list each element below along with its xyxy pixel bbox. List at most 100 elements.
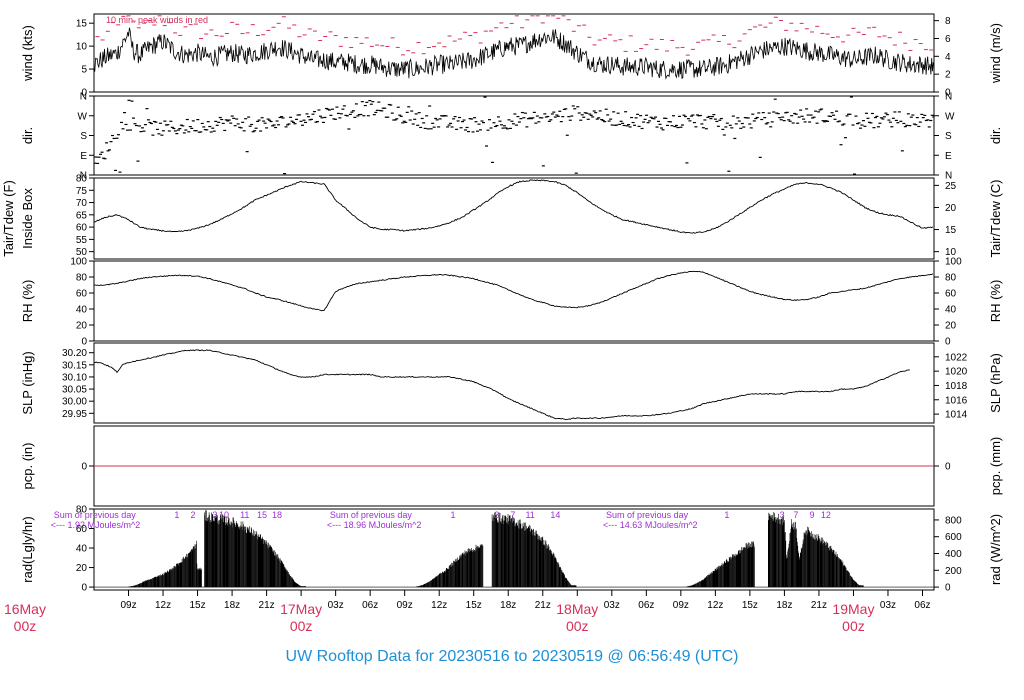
y-tick-label: 30.20 xyxy=(62,348,87,359)
radiation-hour-mark: 3 xyxy=(780,510,785,520)
y-tick-label: 55 xyxy=(76,235,88,246)
radiation-hour-mark: 3 xyxy=(494,510,499,520)
y-tick-label: 65 xyxy=(76,210,88,221)
y-axis-label: rad(Lgly/hr) xyxy=(20,516,35,582)
y2-tick-label: 10 xyxy=(945,247,957,258)
y-tick-label: 75 xyxy=(76,186,88,197)
y-axis-label: wind (kts) xyxy=(20,25,35,82)
radiation-hour-mark: 10 xyxy=(219,510,229,520)
x-tick-label: 21z xyxy=(535,600,551,611)
radiation-sum-label: Sum of previous day xyxy=(606,510,689,520)
y-axis-label: SLP (inHg) xyxy=(20,351,35,414)
x-tick-label: 12z xyxy=(707,600,723,611)
panel-frame xyxy=(93,508,935,591)
y-tick-label: 60 xyxy=(76,524,88,535)
y2-tick-label: 0 xyxy=(945,462,951,473)
y-tick-label: 40 xyxy=(76,305,88,316)
x-tick-label: 15z xyxy=(466,600,482,611)
y2-axis-label: pcp. (mm) xyxy=(988,437,1003,496)
y2-tick-label: 15 xyxy=(945,225,957,236)
rh-line xyxy=(94,270,934,312)
x-tick-label: 09z xyxy=(397,600,413,611)
y-tick-label: 80 xyxy=(76,174,88,185)
panel-pcp: 0 0 pcp. (in) pcp. (mm) xyxy=(20,425,1003,507)
time-axis: 09z 12z 15z 18z 21z 03z 06z 09z 12z 15z 18z 21z 03z 0… xyxy=(4,590,931,634)
plot-area xyxy=(94,270,934,312)
y-axis-label: dir. xyxy=(20,127,35,144)
y-tick-label: E xyxy=(80,151,87,162)
panel-rh: 0 20 40 60 80 100 0 20 40 60 80 100 RH (%) RH (%) xyxy=(20,257,1003,348)
day-zulu-label: 00z xyxy=(290,618,313,634)
y-tick-label: W xyxy=(78,111,88,122)
y2-tick-label: 1014 xyxy=(945,410,968,421)
panel-frame xyxy=(93,260,935,342)
day-label: 18May xyxy=(556,601,598,617)
y-tick-label: 30.10 xyxy=(62,372,87,383)
y2-tick-label: 1018 xyxy=(945,381,968,392)
y2-axis-label: Tair/Tdew (C) xyxy=(988,179,1003,257)
y-tick-label: N xyxy=(80,92,87,103)
plot-area xyxy=(94,179,934,234)
day-zulu-label: 00z xyxy=(842,618,865,634)
y-axis-label: RH (%) xyxy=(20,280,35,323)
y2-tick-label: 20 xyxy=(945,321,957,332)
radiation-hour-mark: 3 xyxy=(212,510,217,520)
y2-tick-label: 25 xyxy=(945,181,957,192)
y-tick-label: 20 xyxy=(76,563,88,574)
y-axis-label: pcp. (in) xyxy=(20,443,35,490)
y2-tick-label: 800 xyxy=(945,515,962,526)
plot-area xyxy=(94,510,934,588)
x-tick-label: 15z xyxy=(189,600,205,611)
x-tick-label: 03z xyxy=(880,600,896,611)
y-tick-label: 40 xyxy=(76,544,88,555)
panel-frame xyxy=(93,177,935,260)
y2-axis-label: SLP (hPa) xyxy=(988,353,1003,413)
y-tick-label: 10 xyxy=(76,42,88,53)
y2-tick-label: 1022 xyxy=(945,352,968,363)
radiation-hour-mark: 1 xyxy=(174,510,179,520)
x-tick-label: 06z xyxy=(362,600,378,611)
y2-tick-label: 600 xyxy=(945,532,962,543)
y2-tick-label: 0 xyxy=(945,88,951,99)
y2-tick-label: 200 xyxy=(945,566,962,577)
y-tick-label: 60 xyxy=(76,223,88,234)
x-tick-label: 21z xyxy=(259,600,275,611)
y-tick-label: 30.05 xyxy=(62,385,87,396)
x-tick-label: 03z xyxy=(604,600,620,611)
y2-tick-label: 1016 xyxy=(945,395,968,406)
radiation-hour-mark: 18 xyxy=(272,510,282,520)
y-tick-label: 0 xyxy=(81,583,87,594)
radiation-hour-mark: 12 xyxy=(821,510,831,520)
day-zulu-label: 00z xyxy=(14,618,37,634)
y2-tick-label: 0 xyxy=(945,583,951,594)
panel-frame xyxy=(93,95,935,176)
y2-axis-label: wind (m/s) xyxy=(988,23,1003,84)
plot-area xyxy=(94,349,910,421)
y2-tick-label: 8 xyxy=(945,16,951,27)
wind-speed-line xyxy=(94,27,934,80)
y2-tick-label: W xyxy=(945,111,955,122)
y-tick-label: 70 xyxy=(76,198,88,209)
y2-axis-label: dir. xyxy=(988,127,1003,144)
radiation-hour-mark: 15 xyxy=(257,510,267,520)
radiation-hour-mark: 9 xyxy=(810,510,815,520)
radiation-hour-mark: 1 xyxy=(451,510,456,520)
radiation-hour-mark: 7 xyxy=(510,510,515,520)
y-tick-label: S xyxy=(80,131,87,142)
x-tick-label: 15z xyxy=(742,600,758,611)
radiation-hour-mark: 11 xyxy=(525,510,534,520)
x-tick-label: 06z xyxy=(914,600,930,611)
radiation-hour-mark: 14 xyxy=(550,510,560,520)
radiation-sum-value: <--- 14.63 MJoules/m^2 xyxy=(603,520,698,530)
y-tick-label: 80 xyxy=(76,505,88,516)
x-tick-label: 12z xyxy=(155,600,171,611)
radiation-sum-label: Sum of previous day xyxy=(330,510,413,520)
y2-tick-label: S xyxy=(945,131,952,142)
slp-line xyxy=(94,349,910,421)
y-tick-label: 60 xyxy=(76,289,88,300)
y2-tick-label: 2 xyxy=(945,70,951,81)
